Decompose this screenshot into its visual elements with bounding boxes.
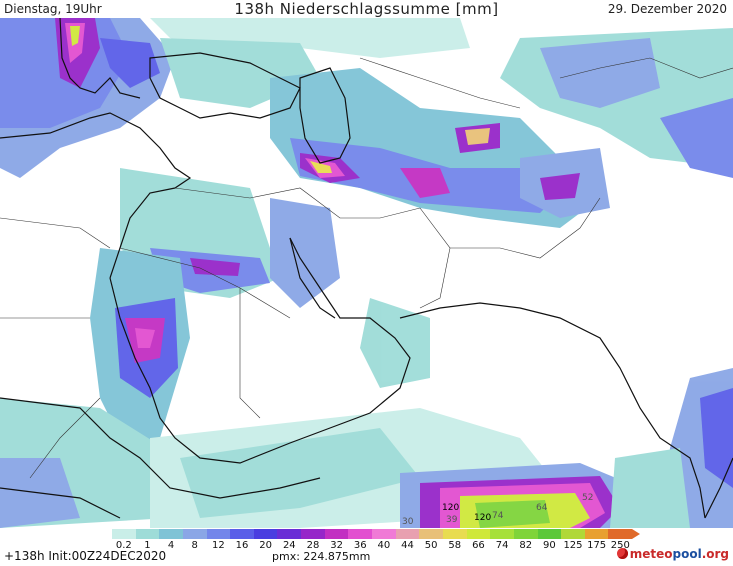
precip-value-label: 74 <box>492 511 504 521</box>
legend-label: 250 <box>610 540 630 551</box>
legend-swatch <box>466 529 491 539</box>
legend-label: 74 <box>495 540 509 551</box>
legend-label: 24 <box>282 540 296 551</box>
legend-swatch <box>537 529 562 539</box>
precip-field <box>0 18 733 528</box>
legend-swatch <box>348 529 373 539</box>
legend-label: 40 <box>377 540 391 551</box>
map-header: Dienstag, 19Uhr 138h Niederschlagssumme … <box>0 0 733 18</box>
legend-label: 28 <box>306 540 320 551</box>
legend-label: 20 <box>259 540 273 551</box>
legend-color-bar <box>112 529 633 539</box>
legend-label: 4 <box>167 540 175 551</box>
legend-label: 66 <box>472 540 485 551</box>
legend-swatch <box>159 529 183 539</box>
legend-label: 32 <box>330 540 343 551</box>
legend-label: 125 <box>563 540 583 551</box>
legend-label: 44 <box>401 540 414 551</box>
forecast-date-label: 29. Dezember 2020 <box>607 2 727 16</box>
precip-value-label: 52 <box>582 493 593 503</box>
color-legend: 0.2 1 4 8 12 16 20 24 28 32 36 40 44 50 58 66 74 82 90 125 1… <box>112 529 640 551</box>
legend-label: 50 <box>424 540 438 551</box>
legend-label: 16 <box>235 540 249 551</box>
map-title: 138h Niederschlagssumme [mm] <box>234 0 499 18</box>
legend-swatch <box>419 529 443 539</box>
legend-swatch <box>513 529 538 539</box>
meteopool-logo[interactable]: meteopool.org <box>616 547 729 561</box>
legend-swatch <box>490 529 514 539</box>
borders <box>0 57 733 479</box>
precip-value-label: 30 <box>402 517 414 527</box>
legend-swatch <box>135 529 160 539</box>
map-svg: 120 120 74 64 52 39 30 <box>0 18 733 528</box>
legend-swatch <box>253 529 278 539</box>
legend-swatch <box>561 529 585 539</box>
forecast-time-label: Dienstag, 19Uhr <box>4 2 102 16</box>
legend-label: 12 <box>212 540 225 551</box>
legend-labels: 0.2 1 4 8 12 16 20 24 28 32 36 40 44 50 58 66 74 82 90 125 1… <box>112 540 632 551</box>
legend-swatch <box>182 529 207 539</box>
legend-label: 36 <box>353 540 367 551</box>
legend-label: 1 <box>144 540 151 551</box>
legend-label: 0.2 <box>115 540 132 551</box>
value-markers: 120 120 74 64 52 39 30 <box>402 493 593 527</box>
model-run-label: +138h Init:00Z24DEC2020 <box>4 549 167 563</box>
legend-arrow <box>632 529 640 539</box>
legend-label: 58 <box>448 540 462 551</box>
legend-swatch <box>395 529 420 539</box>
legend-swatch <box>206 529 231 539</box>
precip-value-label: 120 <box>442 503 459 513</box>
legend-swatch <box>608 529 633 539</box>
legend-swatch <box>442 529 467 539</box>
legend-swatch <box>584 529 609 539</box>
precip-value-label: 64 <box>536 503 548 513</box>
legend-swatch <box>324 529 349 539</box>
precipitation-map: 120 120 74 64 52 39 30 <box>0 18 733 528</box>
legend-swatch <box>230 529 254 539</box>
precip-value-label: 39 <box>446 515 458 525</box>
legend-label: 90 <box>542 540 556 551</box>
legend-swatch <box>301 529 325 539</box>
legend-label: 8 <box>191 540 198 551</box>
legend-label: 175 <box>587 540 607 551</box>
legend-swatch <box>112 529 136 539</box>
legend-swatch <box>277 529 302 539</box>
legend-label: 82 <box>519 540 533 551</box>
max-precip-label: pmx: 224.875mm <box>272 550 371 563</box>
precip-value-label: 120 <box>474 513 491 523</box>
logo-globe-icon <box>616 548 628 559</box>
legend-swatch <box>372 529 396 539</box>
coastlines <box>0 18 733 519</box>
